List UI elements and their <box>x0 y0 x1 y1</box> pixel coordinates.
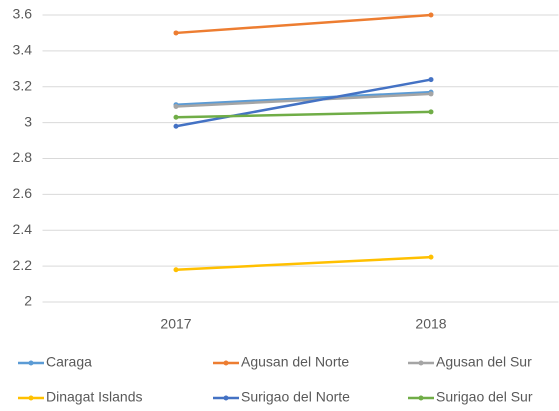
legend-marker <box>223 395 229 401</box>
legend-marker <box>223 360 229 366</box>
point <box>428 12 434 18</box>
series-line <box>175 13 432 35</box>
y-tick-label: 3.4 <box>13 42 33 58</box>
legend-label: Agusan del Norte <box>241 354 349 370</box>
legend-label: Caraga <box>46 354 92 370</box>
point <box>173 103 179 109</box>
point <box>428 254 434 260</box>
y-tick-label: 3.6 <box>13 6 33 22</box>
legend-marker <box>28 360 34 366</box>
series-line <box>175 255 432 271</box>
legend-label: Dinagat Islands <box>46 389 143 405</box>
y-tick-label: 2.6 <box>13 185 33 201</box>
series-line <box>175 92 432 108</box>
y-tick-label: 2.8 <box>13 149 33 165</box>
y-tick-label: 2.2 <box>13 257 33 273</box>
point <box>428 77 434 83</box>
legend-marker <box>418 395 424 401</box>
series-line <box>175 90 432 106</box>
point <box>173 123 179 129</box>
x-tick-label: 2018 <box>415 316 446 332</box>
y-tick-label: 2.4 <box>13 221 33 237</box>
legend-label: Agusan del Sur <box>436 354 532 370</box>
point <box>173 267 179 273</box>
series-line <box>175 78 432 128</box>
point <box>173 114 179 120</box>
y-tick-label: 3.2 <box>13 77 33 93</box>
legend-marker <box>28 395 34 401</box>
x-tick-label: 2017 <box>160 316 191 332</box>
point <box>173 30 179 36</box>
y-tick-label: 3 <box>24 113 32 129</box>
legend-label: Surigao del Sur <box>436 389 533 405</box>
y-tick-label: 2 <box>24 293 32 309</box>
point <box>428 109 434 115</box>
legend-label: Surigao del Norte <box>241 389 350 405</box>
point <box>428 91 434 97</box>
series-line <box>175 110 432 119</box>
legend-marker <box>418 360 424 366</box>
